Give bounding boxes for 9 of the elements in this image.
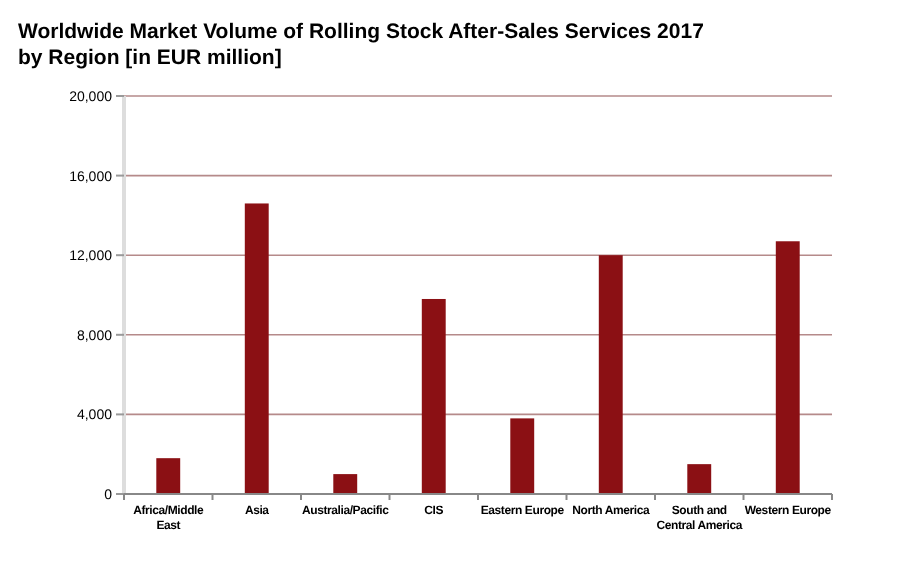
bar	[421, 298, 446, 494]
bar	[244, 203, 269, 494]
bar	[156, 458, 181, 494]
chart-title: Worldwide Market Volume of Rolling Stock After-Sales Services 2017 by Region [in EUR million]	[18, 20, 705, 70]
bar	[510, 418, 535, 494]
bar	[687, 464, 712, 494]
bar	[775, 241, 800, 494]
bar	[598, 255, 623, 494]
bar	[333, 474, 358, 494]
